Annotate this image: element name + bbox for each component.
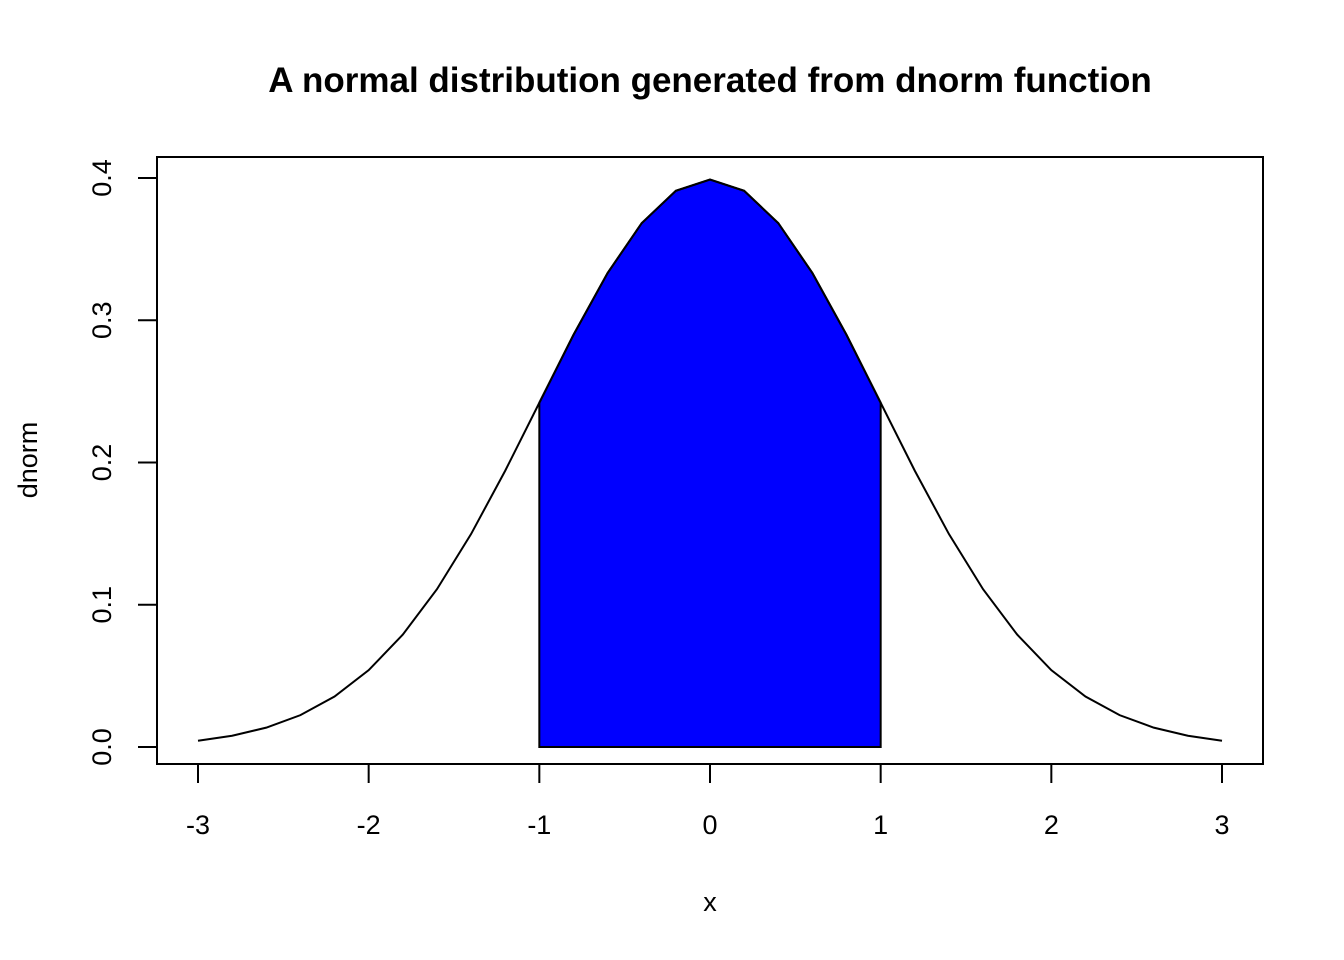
plot-area xyxy=(197,178,1223,748)
x-tick-label: -2 xyxy=(357,810,381,840)
x-axis-label: x xyxy=(703,887,717,917)
x-tick-label: 2 xyxy=(1044,810,1059,840)
chart-title: A normal distribution generated from dno… xyxy=(268,61,1151,100)
y-axis-label: dnorm xyxy=(13,422,43,499)
y-tick-label: 0.2 xyxy=(87,444,117,482)
x-tick-label: 3 xyxy=(1214,810,1229,840)
x-tick-label: 0 xyxy=(702,810,717,840)
shaded-area xyxy=(538,178,882,748)
y-tick-label: 0.1 xyxy=(87,586,117,624)
x-tick-label: -3 xyxy=(186,810,210,840)
y-tick-label: 0.0 xyxy=(87,728,117,766)
y-tick-label: 0.3 xyxy=(87,301,117,339)
x-tick-label: 1 xyxy=(873,810,888,840)
density-curve xyxy=(197,178,1223,742)
y-tick-label: 0.4 xyxy=(87,159,117,197)
x-tick-label: -1 xyxy=(527,810,551,840)
y-axis: 0.0 0.1 0.2 0.3 0.4 xyxy=(87,159,158,766)
x-axis: -3 -2 -1 0 1 2 3 xyxy=(186,763,1230,840)
